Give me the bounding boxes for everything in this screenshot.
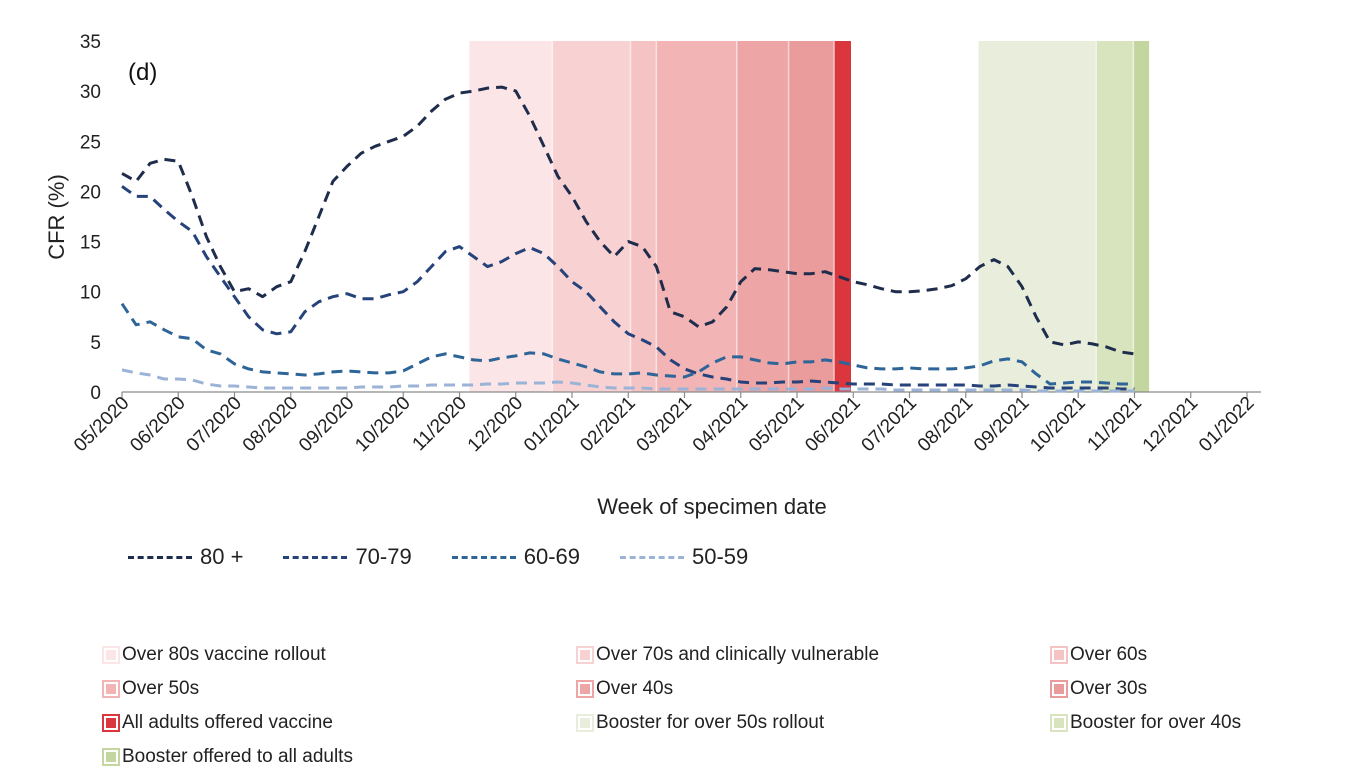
x-tick-label: 02/2021 — [576, 393, 639, 456]
legend-label: Booster for over 50s rollout — [596, 712, 825, 733]
band-over-30s — [788, 41, 835, 392]
series-lines — [120, 85, 1135, 393]
x-axis-title: Week of specimen date — [597, 494, 827, 519]
band-booster-for-over-40s — [1096, 41, 1134, 392]
legend-swatch — [576, 714, 594, 732]
legend-swatch — [1050, 680, 1068, 698]
legend-item-60-69: 60-69 — [451, 544, 580, 570]
x-tick-label: 10/2021 — [1026, 393, 1089, 456]
legend-swatch — [102, 714, 120, 732]
legend-label: Booster offered to all adults — [122, 746, 353, 767]
legend-label: Over 70s and clinically vulnerable — [596, 644, 880, 665]
band-over-70s-and-clinically-vulnerable — [552, 41, 631, 392]
panel-label: (d) — [128, 59, 157, 86]
x-tick-label: 11/2020 — [409, 393, 471, 455]
legend-swatch — [576, 680, 594, 698]
legend-label: 80 + — [200, 544, 244, 569]
band-over-50s — [656, 41, 737, 392]
x-tick-label: 06/2020 — [126, 393, 189, 456]
x-tick-label: 10/2020 — [351, 393, 414, 456]
series-legend: 80 + 70-79 60-69 50-59 — [128, 544, 748, 570]
band-over-80s-vaccine-rollout — [469, 41, 553, 392]
legend-item-over-60s: Over 60s — [1050, 644, 1344, 666]
y-tick-label: 10 — [80, 283, 101, 304]
legend-item-80: 80 + — [128, 544, 243, 570]
legend-swatch — [576, 646, 594, 664]
legend-label: Over 30s — [1070, 678, 1148, 699]
y-tick-label: 20 — [80, 182, 101, 203]
x-tick-label: 12/2020 — [464, 393, 527, 456]
cfr-chart: 0510152025303505/202006/202007/202008/20… — [44, 32, 1262, 519]
y-tick-label: 25 — [80, 132, 101, 153]
x-tick-label: 09/2021 — [970, 393, 1033, 456]
legend-swatch — [1050, 714, 1068, 732]
y-tick-label: 15 — [80, 233, 101, 254]
y-tick-label: 30 — [80, 82, 101, 103]
x-tick-label: 07/2020 — [183, 393, 246, 456]
x-tick-label: 12/2021 — [1139, 393, 1202, 456]
x-tick-label: 04/2021 — [689, 393, 752, 456]
legend-label: 50-59 — [692, 544, 749, 569]
legend-swatch — [128, 555, 192, 559]
legend-item-booster-for-over-40s: Booster for over 40s — [1050, 712, 1344, 734]
band-over-40s — [736, 41, 789, 392]
x-tick-label: 06/2021 — [801, 393, 864, 456]
series-line-80 — [121, 85, 1135, 356]
x-tick-label: 01/2021 — [520, 393, 583, 456]
legend-item-booster-offered-to-all-adults: Booster offered to all adults — [102, 746, 578, 768]
legend-item-70-79: 70-79 — [283, 544, 412, 570]
legend-swatch — [451, 555, 516, 559]
y-tick-label: 0 — [90, 383, 101, 404]
series-line-50-59 — [121, 368, 1135, 393]
legend-item-over-80s-vaccine-rollout: Over 80s vaccine rollout — [102, 644, 578, 666]
legend-label: Over 60s — [1070, 644, 1148, 665]
legend-swatch — [102, 748, 120, 766]
shaded-periods — [468, 41, 1150, 392]
series-line-60-69 — [120, 302, 1135, 386]
legend-label: All adults offered vaccine — [122, 712, 333, 733]
legend-swatch — [620, 555, 684, 559]
x-tick-label: 09/2020 — [295, 393, 358, 456]
legend-swatch — [1050, 646, 1068, 664]
legend-label: Over 50s — [122, 678, 200, 699]
legend-item-over-70s-and-clinically-vulnerable: Over 70s and clinically vulnerable — [576, 644, 1052, 666]
legend-label: 60-69 — [523, 544, 580, 569]
x-tick-label: 05/2020 — [70, 393, 133, 456]
legend-item-over-50s: Over 50s — [102, 678, 578, 700]
x-tick-label: 08/2020 — [239, 393, 302, 456]
x-tick-label: 07/2021 — [858, 393, 921, 456]
y-tick-label: 5 — [90, 333, 101, 354]
x-tick-label: 08/2021 — [914, 393, 977, 456]
y-tick-label: 35 — [80, 32, 101, 53]
legend-item-booster-for-over-50s-rollout: Booster for over 50s rollout — [576, 712, 1052, 734]
legend-swatch — [283, 555, 348, 559]
legend-label: Over 80s vaccine rollout — [122, 644, 326, 665]
legend-swatch — [102, 646, 120, 664]
band-booster-for-over-50s-rollout — [978, 41, 1097, 392]
x-tick-label: 01/2022 — [1195, 393, 1258, 456]
x-tick-label: 05/2021 — [745, 393, 808, 456]
legend-label: 70-79 — [355, 544, 412, 569]
vaccine-legend: Over 80s vaccine rollout Over 70s and cli… — [102, 644, 1344, 768]
band-all-adults-offered-vaccine — [834, 41, 851, 392]
legend-item-over-40s: Over 40s — [576, 678, 1052, 700]
y-axis-title: CFR (%) — [44, 174, 69, 260]
legend-label: Over 40s — [596, 678, 674, 699]
band-over-60s — [630, 41, 657, 392]
legend-item-50-59: 50-59 — [620, 544, 748, 570]
legend-label: Booster for over 40s — [1070, 712, 1242, 733]
x-tick-label: 11/2021 — [1084, 393, 1146, 455]
x-tick-label: 03/2021 — [633, 393, 696, 456]
series-line-70-79 — [121, 185, 1135, 391]
band-booster-offered-to-all-adults — [1133, 41, 1150, 392]
legend-swatch — [102, 680, 120, 698]
legend-item-all-adults-offered-vaccine: All adults offered vaccine — [102, 712, 578, 734]
legend-item-over-30s: Over 30s — [1050, 678, 1344, 700]
